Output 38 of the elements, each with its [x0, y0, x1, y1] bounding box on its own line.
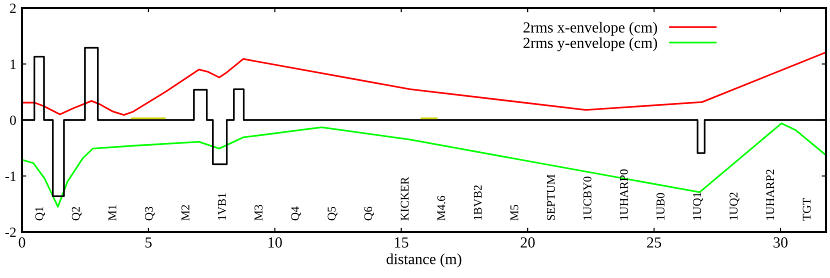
annotation: M4.6	[437, 196, 446, 220]
annotation: Q1	[35, 207, 46, 220]
annotation: 1UHARP2	[766, 170, 774, 220]
annotation: 1UHARP0	[620, 169, 628, 220]
legend-label: 2rms y-envelope (cm)	[523, 37, 658, 52]
x-axis-title: distance (m)	[386, 253, 462, 268]
x-tick-label: 0	[18, 237, 26, 248]
annotation: Q2	[72, 207, 82, 220]
annotation: 1VB1	[218, 193, 226, 220]
y-tick-label: -1	[5, 172, 16, 181]
annotation: M3	[254, 204, 262, 220]
x-tick-label: 10	[268, 237, 282, 248]
annotation: 1UCBY0	[583, 176, 592, 220]
annotation: 1UB0	[656, 193, 664, 220]
annotation: M1	[108, 205, 116, 220]
x-tick-label: 30	[774, 237, 788, 248]
annotation: Q4	[291, 206, 301, 220]
annotation: 1BVB2	[474, 185, 482, 220]
line-series	[22, 52, 826, 116]
x-tick-label: 25	[647, 237, 662, 248]
x-tick-label: 20	[520, 237, 535, 248]
annotation: M5	[510, 204, 518, 220]
x-tick-label: 15	[394, 237, 408, 248]
y-tick-label: 1	[10, 60, 16, 69]
annotation: 1UQ2	[730, 192, 740, 220]
annotation: SEPTUM	[546, 174, 555, 220]
annotation: KICKER	[400, 176, 409, 220]
annotation: Q3	[144, 206, 155, 220]
y-tick-label: -2	[5, 228, 16, 237]
annotation: M2	[181, 205, 190, 220]
x-tick-label: 5	[145, 237, 152, 248]
legend-label: 2rms x-envelope (cm)	[523, 22, 658, 36]
annotation: TGT	[802, 198, 811, 221]
annotation: Q5	[328, 206, 338, 220]
annotation: Q6	[364, 206, 374, 220]
annotation: 1UQ1	[693, 192, 703, 220]
y-tick-label: 2	[10, 4, 16, 13]
y-tick-label: 0	[10, 116, 16, 125]
